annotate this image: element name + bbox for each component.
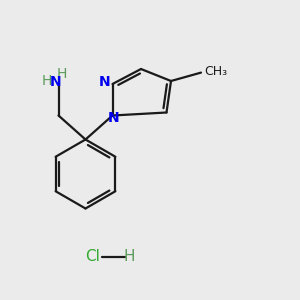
- Text: Cl: Cl: [85, 249, 100, 264]
- Text: N: N: [50, 76, 61, 89]
- Text: H: H: [41, 74, 52, 88]
- Text: N: N: [108, 112, 119, 125]
- Text: H: H: [56, 67, 67, 80]
- Text: N: N: [98, 76, 110, 89]
- Text: H: H: [123, 249, 135, 264]
- Text: CH₃: CH₃: [205, 64, 228, 78]
